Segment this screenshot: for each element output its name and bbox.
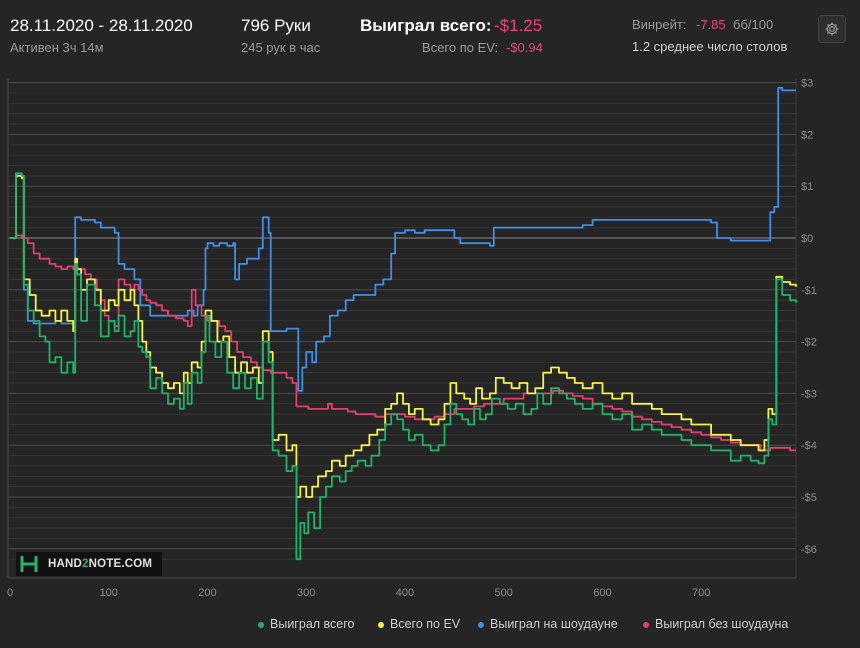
legend-label: Всего по EV: [390, 617, 461, 631]
hand2note-logo-icon: [20, 556, 38, 572]
hands-count: 796 Руки: [241, 16, 311, 35]
legend-label: Выиграл на шоудауне: [490, 617, 618, 631]
y-tick-label: -$4: [801, 440, 817, 452]
won-total-value: -$1.25: [494, 16, 543, 35]
y-tick-label: -$2: [801, 337, 817, 349]
winrate-unit: бб/100: [733, 17, 774, 32]
y-tick-label: -$3: [801, 388, 817, 400]
series-line: [10, 174, 797, 498]
bankroll-chart: $3 $2 $1 $0 -$1 -$2 -$3 -$4 -$5 -$6 0 100 200 300 400…: [7, 78, 817, 599]
legend-item[interactable]: Выиграл на шоудауне: [478, 617, 618, 631]
y-tick-label: -$5: [801, 492, 817, 504]
winrate-value: -7.85: [696, 17, 726, 32]
y-axis-ticks: $3 $2 $1 $0 -$1 -$2 -$3 -$4 -$5 -$6: [801, 78, 817, 556]
logo-text: HAND2NOTE.COM: [48, 558, 153, 570]
series-line: [10, 172, 797, 561]
legend-dot-icon: [478, 621, 484, 628]
won-total-label: Выиграл всего:: [360, 16, 492, 35]
x-tick-label: 400: [396, 587, 414, 599]
x-tick-label: 700: [692, 587, 710, 599]
x-tick-label: 100: [100, 587, 118, 599]
x-tick-label: 200: [198, 587, 216, 599]
y-tick-label: -$6: [801, 544, 817, 556]
x-tick-label: 0: [7, 587, 13, 599]
legend-item[interactable]: Всего по EV: [378, 617, 460, 631]
ev-value: -$0.94: [506, 40, 543, 55]
series-line: [10, 234, 796, 452]
hand2note-logo: HAND2NOTE.COM: [16, 552, 162, 576]
legend-dot-icon: [258, 621, 264, 628]
legend-label: Выиграл всего: [270, 617, 355, 631]
x-tick-label: 300: [297, 587, 315, 599]
active-time: Активен 3ч 14м: [10, 40, 104, 55]
chart-series: [10, 86, 797, 561]
chart-grid: [7, 78, 797, 579]
settings-button[interactable]: [818, 15, 846, 43]
ev-label: Всего по EV:: [422, 40, 499, 55]
stats-header: 28.11.2020 - 28.11.2020 Активен 3ч 14м 7…: [0, 0, 860, 72]
legend-dot-icon: [378, 621, 384, 628]
series-line: [10, 86, 796, 392]
y-tick-label: $1: [801, 181, 813, 193]
legend-item[interactable]: Выиграл без шоудауна: [643, 617, 788, 631]
legend-dot-icon: [643, 621, 649, 628]
y-tick-label: $2: [801, 129, 813, 141]
x-axis-ticks: 0 100 200 300 400 500 600 700: [7, 587, 710, 599]
avg-tables: 1.2 среднее число столов: [632, 39, 788, 54]
date-range: 28.11.2020 - 28.11.2020: [10, 16, 193, 35]
y-tick-label: $3: [801, 78, 813, 90]
y-tick-label: -$1: [801, 285, 817, 297]
winrate-label: Винрейт:: [632, 17, 687, 32]
x-tick-label: 500: [495, 587, 513, 599]
hands-per-hour: 245 рук в час: [241, 40, 321, 55]
legend-item[interactable]: Выиграл всего: [258, 617, 354, 631]
x-tick-label: 600: [593, 587, 611, 599]
legend-label: Выиграл без шоудауна: [655, 617, 789, 631]
y-tick-label: $0: [801, 233, 813, 245]
gear-icon: [825, 22, 839, 36]
